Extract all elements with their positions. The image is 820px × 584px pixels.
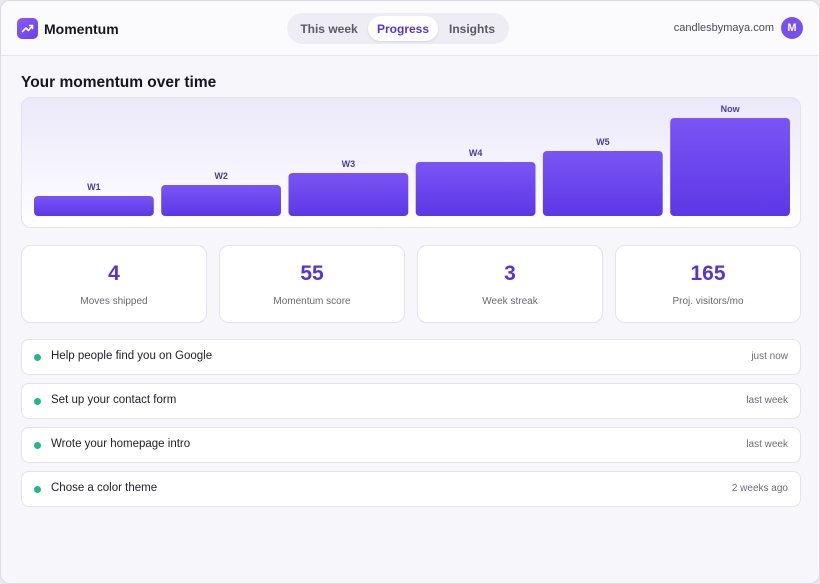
status-dot-icon <box>34 398 41 405</box>
list-item[interactable]: Help people find you on Google just now <box>21 339 801 375</box>
stat-label: Momentum score <box>273 296 351 307</box>
activity-text: Help people find you on Google <box>51 350 213 362</box>
tab-progress[interactable]: Progress <box>368 16 438 41</box>
tab-this-week[interactable]: This week <box>300 21 358 36</box>
chart-bar-w3[interactable] <box>288 173 409 216</box>
stat-week-streak: 3 Week streak <box>417 245 603 323</box>
chart-bar-w1[interactable] <box>34 196 154 216</box>
bar-label-w1: W1 <box>87 182 101 192</box>
top-bar: Momentum This week Progress Insights can… <box>1 1 819 56</box>
avatar[interactable]: M <box>781 17 803 39</box>
bar-label-w5: W5 <box>596 137 610 147</box>
activity-time: last week <box>746 439 788 450</box>
momentum-chart: W1 W2 W3 W4 W5 Now <box>21 97 801 228</box>
bar-label-w2: W2 <box>214 171 228 181</box>
stat-value: 4 <box>108 262 120 285</box>
list-item[interactable]: Chose a color theme 2 weeks ago <box>21 471 801 507</box>
stat-label: Week streak <box>482 296 538 307</box>
activity-text: Chose a color theme <box>51 482 158 494</box>
activity-time: just now <box>751 351 788 362</box>
chart-bar-w4[interactable] <box>415 162 536 216</box>
chart-bar-now[interactable] <box>670 118 790 216</box>
stat-value: 3 <box>504 262 516 285</box>
brand[interactable]: Momentum <box>17 18 119 39</box>
view-tabs: This week Progress Insights <box>287 13 509 44</box>
activity-text: Set up your contact form <box>51 394 177 406</box>
app-name: Momentum <box>44 20 119 37</box>
status-dot-icon <box>34 354 41 361</box>
activity-time: last week <box>746 395 788 406</box>
list-item[interactable]: Wrote your homepage intro last week <box>21 427 801 463</box>
bar-label-w4: W4 <box>469 148 483 158</box>
activity-text: Wrote your homepage intro <box>51 438 191 450</box>
account-menu[interactable]: candlesbymaya.com M <box>674 17 803 39</box>
stat-value: 165 <box>690 262 726 285</box>
activity-time: 2 weeks ago <box>731 483 788 494</box>
stat-label: Proj. visitors/mo <box>672 296 744 307</box>
list-item[interactable]: Set up your contact form last week <box>21 383 801 419</box>
stat-value: 55 <box>300 262 324 285</box>
chart-bar-w5[interactable] <box>542 151 663 216</box>
stat-moves-shipped: 4 Moves shipped <box>21 245 207 323</box>
stat-momentum-score: 55 Momentum score <box>219 245 405 323</box>
status-dot-icon <box>34 442 41 449</box>
trend-up-icon <box>17 18 38 39</box>
status-dot-icon <box>34 486 41 493</box>
tab-insights[interactable]: Insights <box>448 21 495 36</box>
bar-label-now: Now <box>721 104 741 114</box>
stat-projected-visitors: 165 Proj. visitors/mo <box>615 245 801 323</box>
account-email: candlesbymaya.com <box>673 22 774 34</box>
momentum-bar-chart: W1 W2 W3 W4 W5 Now <box>34 104 790 216</box>
stat-label: Moves shipped <box>80 296 148 307</box>
chart-bar-w2[interactable] <box>161 185 281 216</box>
page-title: Your momentum over time <box>21 74 217 91</box>
bar-label-w3: W3 <box>342 159 356 169</box>
